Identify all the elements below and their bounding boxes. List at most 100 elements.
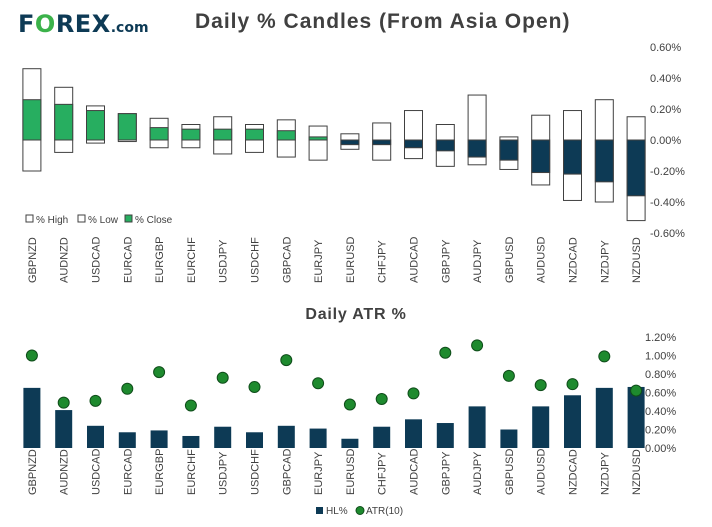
atr-chart-title: Daily ATR % xyxy=(305,306,407,323)
atr-hl-bar xyxy=(214,426,232,448)
candles-legend-swatch xyxy=(124,214,133,223)
atr-category-label: USDJPY xyxy=(218,451,230,495)
atr-y-tick-label: 1.00% xyxy=(645,351,676,363)
atr-dot xyxy=(471,339,484,352)
candles-legend-swatch xyxy=(77,214,86,223)
candles-category-label: EURUSD xyxy=(345,236,357,283)
atr-category-label: GBPCAD xyxy=(281,448,293,495)
candles-category-label: NZDCAD xyxy=(568,237,580,283)
candles-y-tick-label: -0.40% xyxy=(650,197,685,209)
candles-category-label: USDCHF xyxy=(250,237,262,283)
atr-hl-bar xyxy=(182,435,200,448)
atr-hl-bar xyxy=(150,430,168,448)
atr-dot xyxy=(280,354,293,367)
atr-y-tick-label: 0.00% xyxy=(645,443,676,455)
candles-category-label: EURCAD xyxy=(122,236,134,283)
candles-category-label: EURCHF xyxy=(186,237,198,283)
candles-category-label: AUDJPY xyxy=(472,239,484,283)
atr-hl-bar xyxy=(627,386,645,448)
atr-category-label: AUDUSD xyxy=(536,448,548,495)
candles-category-label: USDCAD xyxy=(91,236,103,283)
candles-category-label: AUDNZD xyxy=(59,237,71,283)
atr-category-label: EURGBP xyxy=(154,449,166,495)
candles-y-tick-label: 0.00% xyxy=(650,135,681,147)
candle-close-bar xyxy=(531,139,551,174)
atr-dot xyxy=(598,350,611,363)
atr-category-label: EURCHF xyxy=(186,449,198,495)
atr-dot xyxy=(25,349,38,362)
atr-hl-bar xyxy=(309,428,327,448)
candle-close-bar xyxy=(181,128,201,141)
candle-close-bar xyxy=(308,136,328,141)
atr-hl-bar xyxy=(405,419,422,448)
atr-hl-bar xyxy=(55,410,73,448)
candles-legend-label: % Close xyxy=(135,215,173,226)
atr-hl-bar xyxy=(468,406,486,448)
candle-close-bar xyxy=(117,113,137,141)
atr-legend-dot xyxy=(355,506,365,515)
atr-hl-bar xyxy=(23,387,41,448)
atr-hl-bar xyxy=(277,425,295,448)
atr-hl-bar xyxy=(373,426,391,448)
atr-category-label: CHFJPY xyxy=(377,452,389,495)
atr-legend-label: HL% xyxy=(326,506,348,517)
atr-dot xyxy=(121,382,134,395)
candle-range-box xyxy=(308,125,328,161)
atr-hl-bar xyxy=(595,387,613,448)
atr-hl-bar xyxy=(564,395,581,448)
atr-category-label: AUDNZD xyxy=(59,449,71,495)
candle-close-bar xyxy=(149,127,169,141)
atr-category-label: USDCHF xyxy=(250,449,262,495)
candle-close-bar xyxy=(340,139,360,146)
atr-hl-bar xyxy=(246,432,263,448)
candle-close-bar xyxy=(404,139,423,149)
candle-close-bar xyxy=(435,139,455,152)
candles-chart-title: Daily % Candles (From Asia Open) xyxy=(195,10,571,33)
atr-hl-bar xyxy=(341,438,359,448)
candles-category-label: AUDUSD xyxy=(536,236,548,283)
candle-close-bar xyxy=(54,103,74,141)
atr-dot xyxy=(312,377,325,390)
atr-y-tick-label: 0.20% xyxy=(645,425,676,437)
atr-dot xyxy=(184,399,197,412)
atr-dot xyxy=(566,378,579,391)
atr-dot xyxy=(502,369,515,382)
atr-dot xyxy=(343,398,356,411)
candles-y-tick-label: -0.60% xyxy=(650,228,685,240)
atr-category-label: AUDCAD xyxy=(409,448,421,495)
candle-close-bar xyxy=(594,139,614,183)
atr-legend-label: ATR(10) xyxy=(366,506,403,517)
atr-dot xyxy=(153,366,166,379)
candle-close-bar xyxy=(213,128,233,141)
candles-category-label: GBPCAD xyxy=(281,236,293,283)
candles-category-label: GBPJPY xyxy=(440,239,452,283)
candle-close-bar xyxy=(86,110,105,141)
atr-category-label: AUDJPY xyxy=(472,451,484,495)
candle-close-bar xyxy=(22,99,42,141)
candles-legend-label: % Low xyxy=(88,215,119,226)
atr-dot xyxy=(375,392,388,405)
atr-category-label: GBPUSD xyxy=(504,448,516,495)
candles-category-label: NZDUSD xyxy=(631,237,643,283)
atr-category-label: EURUSD xyxy=(345,448,357,495)
candles-legend-label: % High xyxy=(36,215,68,226)
atr-dot xyxy=(407,387,420,400)
atr-category-label: EURJPY xyxy=(313,451,325,495)
atr-hl-bar xyxy=(87,425,104,448)
atr-legend-swatch xyxy=(316,507,323,514)
candles-y-tick-label: 0.60% xyxy=(650,42,681,54)
atr-category-label: GBPNZD xyxy=(27,449,39,495)
candles-y-tick-label: 0.20% xyxy=(650,104,681,116)
candles-category-label: CHFJPY xyxy=(377,240,389,283)
candle-close-bar xyxy=(499,139,519,161)
candle-range-box xyxy=(404,110,423,160)
candles-category-label: EURJPY xyxy=(313,239,325,283)
candles-category-label: NZDJPY xyxy=(599,240,611,283)
candles-category-label: EURGBP xyxy=(154,237,166,283)
candles-category-label: AUDCAD xyxy=(409,236,421,283)
candles-y-tick-label: 0.40% xyxy=(650,73,681,85)
atr-y-tick-label: 1.20% xyxy=(645,332,676,344)
atr-category-label: EURCAD xyxy=(122,448,134,495)
candle-close-bar xyxy=(276,130,296,141)
